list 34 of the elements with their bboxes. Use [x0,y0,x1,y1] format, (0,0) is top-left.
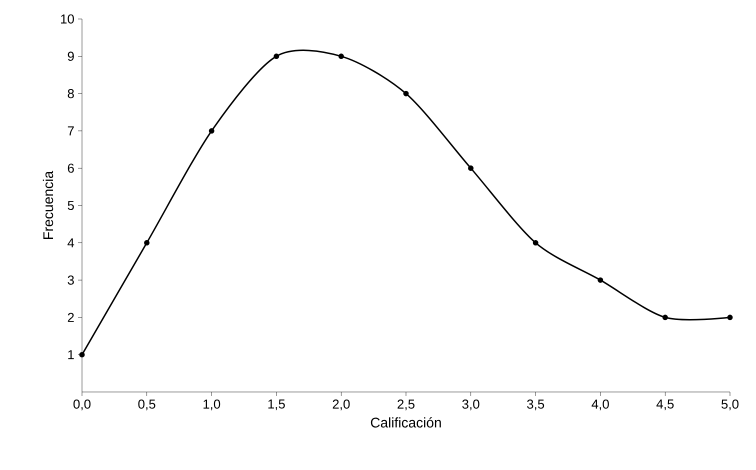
x-tick-label: 5,0 [721,400,739,410]
point [144,240,150,246]
x-tick-label: 3,0 [462,400,480,410]
point [338,54,344,60]
x-tick-label: 1,0 [204,400,220,410]
y-tick-label: 7 [68,126,74,136]
x-tick-label: 4,5 [656,400,674,410]
point [403,90,409,96]
y-tick-label: 3 [68,275,74,285]
y-axis-title: Frecuencia [42,170,54,239]
point [598,277,604,283]
point [274,54,280,60]
y-tick-label: 4 [68,238,74,248]
x-tick-label: 2,5 [398,400,414,410]
point [79,352,85,358]
point [468,165,474,171]
y-tick-label: 2 [68,312,74,322]
x-tick-label: 0,5 [138,400,156,410]
point [662,314,668,320]
y-tick-label: 5 [68,200,74,210]
y-tick-label: 9 [68,52,74,61]
x-axis-title: Calificación [370,417,441,428]
x-tick-label: 0,0 [73,400,91,410]
y-tick-label: 6 [68,164,74,173]
y-tick-label: 8 [68,88,74,98]
y-tick-label: 10 [61,14,74,24]
x-tick-label: 4,0 [592,400,609,410]
x-tick-label: 1,5 [268,400,285,410]
x-tick-label: 3,5 [527,400,544,410]
x-tick-label: 2,0 [332,400,350,410]
point [208,128,214,134]
point [532,240,538,246]
y-tick-label: 1 [68,350,74,360]
point [727,314,733,320]
